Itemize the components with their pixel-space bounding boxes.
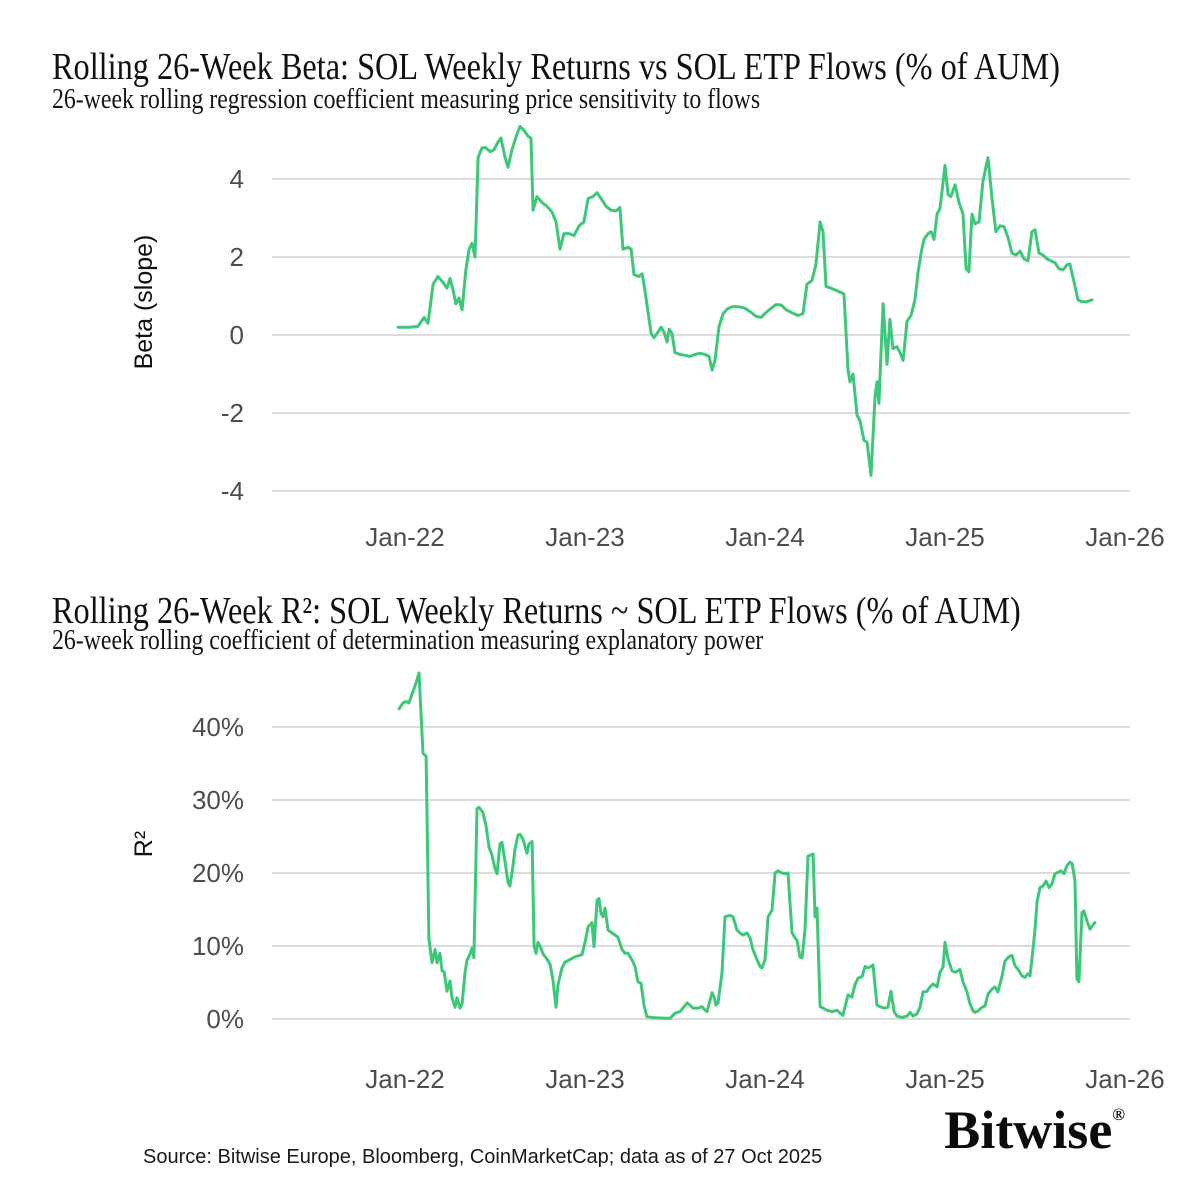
x-tick-label: Jan-25	[905, 1064, 985, 1094]
x-tick-label: Jan-25	[905, 522, 985, 552]
x-tick-label: Jan-24	[725, 1064, 805, 1094]
bitwise-logo: Bitwise®	[944, 1103, 1125, 1157]
y-tick-label: 0	[230, 320, 244, 350]
y-tick-label: 10%	[192, 931, 244, 961]
x-tick-label: Jan-23	[545, 522, 625, 552]
chart2-r-squared-line-chart: 40% 30% 20% 10% 0% Jan-22 Jan-23 Jan-24 Jan-25 Ja…	[130, 671, 1165, 1094]
x-tick-label: Jan-26	[1085, 1064, 1165, 1094]
y-tick-label: -4	[221, 476, 244, 506]
chart2-subtitle: 26-week rolling coefficient of determina…	[52, 625, 764, 656]
chart1-beta-line-chart: 4 2 0 -2 -4 Jan-22 Jan-23 Jan-24 Jan-25 Jan-26 Bet…	[130, 124, 1165, 552]
x-tick-label: Jan-22	[365, 1064, 445, 1094]
series-line	[396, 124, 1094, 477]
registered-trademark-icon: ®	[1112, 1105, 1125, 1124]
y-tick-label: 30%	[192, 785, 244, 815]
y-tick-label: 20%	[192, 858, 244, 888]
chart1-subtitle: 26-week rolling regression coefficient m…	[52, 84, 761, 115]
y-tick-label: -2	[221, 398, 244, 428]
y-axis-title: R²	[130, 831, 158, 857]
x-tick-label: Jan-22	[365, 522, 445, 552]
y-tick-label: 2	[230, 242, 244, 272]
chart1-title: Rolling 26-Week Beta: SOL Weekly Returns…	[52, 46, 1060, 88]
chart2-title: Rolling 26-Week R²: SOL Weekly Returns ~…	[52, 590, 1021, 632]
series-line	[397, 671, 1097, 1020]
y-tick-label: 40%	[192, 712, 244, 742]
x-tick-label: Jan-23	[545, 1064, 625, 1094]
x-tick-label: Jan-26	[1085, 522, 1165, 552]
y-axis-title: Beta (slope)	[130, 235, 158, 370]
bitwise-logo-text: Bitwise	[944, 1100, 1113, 1160]
x-tick-label: Jan-24	[725, 522, 805, 552]
y-tick-label: 0%	[206, 1004, 244, 1034]
source-note: Source: Bitwise Europe, Bloomberg, CoinM…	[143, 1146, 823, 1168]
y-tick-label: 4	[230, 164, 244, 194]
